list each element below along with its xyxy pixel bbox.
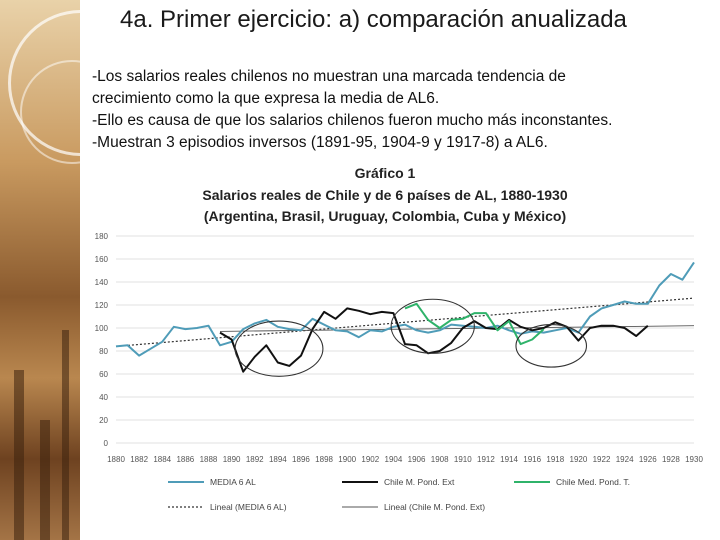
bullet-list: -Los salarios reales chilenos no muestra… (92, 66, 712, 154)
x-tick-label: 1914 (500, 455, 518, 464)
chart-series (115, 261, 695, 373)
chart-title-line: Gráfico 1 (355, 165, 416, 181)
series-line (115, 297, 695, 347)
x-tick-label: 1928 (662, 455, 680, 464)
x-tick-label: 1904 (385, 455, 403, 464)
series-line (115, 261, 695, 357)
y-tick-label: 120 (95, 301, 109, 310)
x-tick-label: 1892 (246, 455, 264, 464)
bullet-line: -Ello es causa de que los salarios chile… (92, 112, 613, 129)
y-tick-label: 0 (104, 439, 109, 448)
y-tick-label: 60 (99, 370, 108, 379)
series-line (219, 307, 649, 373)
y-tick-label: 100 (95, 324, 109, 333)
x-axis: 1880 1882 1884 1886 1888 1890 1892 1894 1896 1898… (107, 455, 703, 464)
y-tick-label: 80 (99, 347, 108, 356)
x-tick-label: 1886 (176, 455, 194, 464)
x-tick-label: 1896 (292, 455, 310, 464)
y-tick-label: 20 (99, 416, 108, 425)
x-tick-label: 1910 (454, 455, 472, 464)
annotation-circle (515, 324, 588, 368)
chart-grid (116, 235, 694, 444)
annotation-circle (390, 298, 475, 354)
x-tick-label: 1902 (361, 455, 379, 464)
legend-label: MEDIA 6 AL (210, 477, 256, 487)
x-tick-label: 1924 (616, 455, 634, 464)
x-tick-label: 1894 (269, 455, 287, 464)
chart-title-line: (Argentina, Brasil, Uruguay, Colombia, C… (204, 208, 566, 224)
y-axis: 0 20 40 60 80 100 120 140 160 180 (95, 232, 109, 448)
x-tick-label: 1880 (107, 455, 125, 464)
chart-legend: MEDIA 6 AL Chile M. Pond. Ext Chile Med. P… (168, 477, 630, 512)
legend-label: Chile M. Pond. Ext (384, 477, 455, 487)
bullet-line: crecimiento como la que expresa la media… (92, 90, 440, 107)
y-tick-label: 160 (95, 255, 109, 264)
y-tick-label: 40 (99, 393, 108, 402)
y-tick-label: 140 (95, 278, 109, 287)
x-tick-label: 1926 (639, 455, 657, 464)
chart-title-line: Salarios reales de Chile y de 6 países d… (202, 187, 567, 203)
x-tick-label: 1884 (153, 455, 171, 464)
decorative-chimney (62, 330, 69, 540)
line-chart: Gráfico 1 Salarios reales de Chile y de … (95, 165, 704, 512)
chart-annotations (234, 298, 588, 377)
x-tick-label: 1906 (408, 455, 426, 464)
series-line (404, 302, 545, 346)
decorative-chimney (40, 420, 50, 540)
legend-label: Lineal (Chile M. Pond. Ext) (384, 502, 485, 512)
x-tick-label: 1912 (477, 455, 495, 464)
x-tick-label: 1888 (200, 455, 218, 464)
decorative-side-image (0, 0, 80, 540)
x-tick-label: 1922 (593, 455, 611, 464)
legend-label: Lineal (MEDIA 6 AL) (210, 502, 287, 512)
x-tick-label: 1900 (338, 455, 356, 464)
x-tick-label: 1882 (130, 455, 148, 464)
y-tick-label: 180 (95, 232, 109, 241)
slide-title: 4a. Primer ejercicio: a) comparación anu… (120, 6, 627, 33)
bullet-line: -Muestran 3 episodios inversos (1891-95,… (92, 134, 548, 151)
bullet-line: -Los salarios reales chilenos no muestra… (92, 68, 566, 85)
x-tick-label: 1920 (570, 455, 588, 464)
annotation-circle (234, 320, 324, 377)
x-tick-label: 1918 (546, 455, 564, 464)
x-tick-label: 1930 (685, 455, 703, 464)
x-tick-label: 1898 (315, 455, 333, 464)
legend-label: Chile Med. Pond. T. (556, 477, 630, 487)
x-tick-label: 1916 (523, 455, 541, 464)
x-tick-label: 1908 (431, 455, 449, 464)
decorative-chimney (14, 370, 24, 540)
x-tick-label: 1890 (223, 455, 241, 464)
